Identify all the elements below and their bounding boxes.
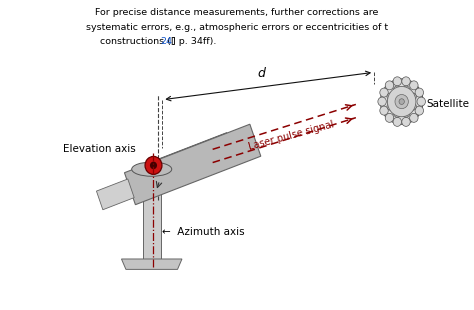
Ellipse shape <box>132 162 172 176</box>
Circle shape <box>393 86 401 94</box>
Circle shape <box>387 103 394 110</box>
Text: d: d <box>258 67 265 80</box>
Circle shape <box>145 157 162 175</box>
Polygon shape <box>139 133 232 184</box>
Polygon shape <box>125 124 261 205</box>
Circle shape <box>150 162 157 169</box>
Circle shape <box>399 99 404 104</box>
Circle shape <box>410 81 418 90</box>
Polygon shape <box>143 172 161 259</box>
Circle shape <box>395 95 408 109</box>
Circle shape <box>380 88 388 97</box>
Text: For precise distance measurements, further corrections are: For precise distance measurements, furth… <box>95 8 379 17</box>
Circle shape <box>417 97 426 106</box>
Circle shape <box>393 110 401 117</box>
Circle shape <box>387 93 394 100</box>
Polygon shape <box>96 179 134 210</box>
Circle shape <box>380 79 423 124</box>
Circle shape <box>387 86 416 117</box>
Circle shape <box>415 106 424 115</box>
Circle shape <box>403 110 410 117</box>
Text: Satellite: Satellite <box>426 99 469 109</box>
Text: constructions ([: constructions ([ <box>100 37 175 46</box>
Circle shape <box>385 81 394 90</box>
Circle shape <box>402 117 410 126</box>
Text: Laser pulse signal: Laser pulse signal <box>247 120 335 152</box>
Circle shape <box>378 97 386 106</box>
Circle shape <box>403 86 410 94</box>
Circle shape <box>393 117 401 126</box>
Text: Elevation axis: Elevation axis <box>63 144 136 154</box>
Circle shape <box>415 88 424 97</box>
Circle shape <box>402 77 410 86</box>
Text: ] p. 34ff).: ] p. 34ff). <box>172 37 216 46</box>
Circle shape <box>409 103 416 110</box>
Text: 24: 24 <box>161 37 173 46</box>
Circle shape <box>410 113 418 122</box>
Circle shape <box>409 93 416 100</box>
Circle shape <box>385 113 394 122</box>
Text: ←  Azimuth axis: ← Azimuth axis <box>163 227 245 237</box>
Circle shape <box>393 77 401 86</box>
Polygon shape <box>121 259 182 269</box>
Text: systematic errors, e.g., atmospheric errors or eccentricities of t: systematic errors, e.g., atmospheric err… <box>86 23 388 32</box>
Circle shape <box>380 106 388 115</box>
